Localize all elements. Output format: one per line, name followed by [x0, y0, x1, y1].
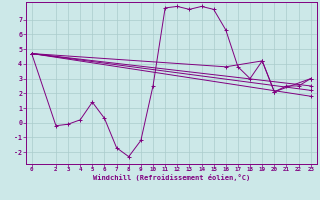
X-axis label: Windchill (Refroidissement éolien,°C): Windchill (Refroidissement éolien,°C)	[92, 174, 250, 181]
